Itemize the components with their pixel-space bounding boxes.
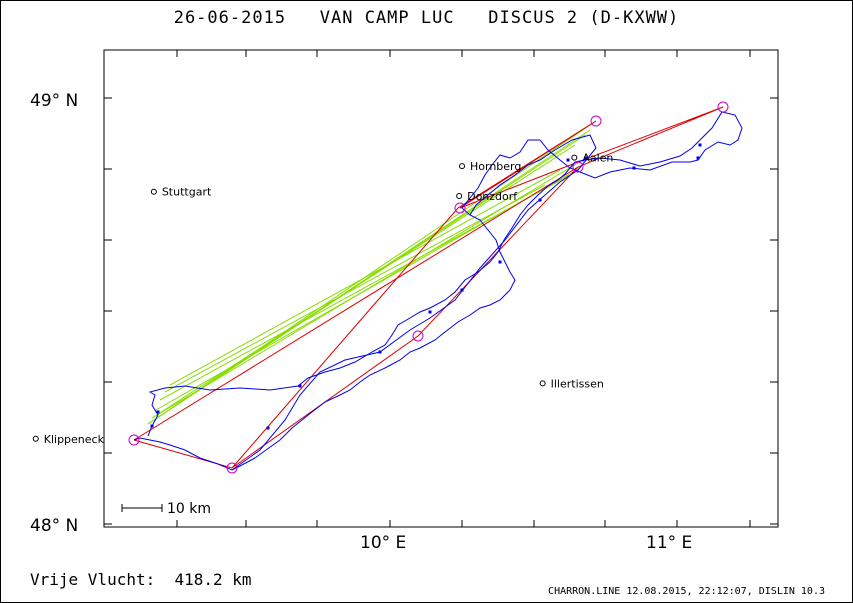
- track-fix-marker: [378, 350, 382, 354]
- turnpoint-circle: [412, 330, 424, 342]
- free-flight-distance: Vrije Vlucht: 418.2 km: [30, 570, 252, 589]
- thermal-leg-line: [159, 174, 571, 401]
- place-marker: [459, 163, 465, 170]
- track-fix-marker: [428, 310, 432, 314]
- axis-ticks: [103, 50, 779, 527]
- thermal-leg-line: [169, 169, 561, 386]
- track-fix-marker: [698, 143, 702, 147]
- turnpoint-circle: [572, 161, 584, 173]
- turnpoint-circle: [128, 434, 140, 446]
- turnpoint-circle: [590, 115, 602, 127]
- place-label: Klippeneck: [44, 433, 105, 446]
- track-fix-marker: [584, 156, 588, 160]
- lon-label-11: 11° E: [646, 533, 692, 553]
- track-fix-marker: [632, 166, 636, 170]
- place-marker: [32, 435, 39, 442]
- lat-label-49: 49° N: [30, 91, 78, 111]
- task-route-diagonal: [133, 166, 579, 441]
- place-label: Donzdorf: [467, 190, 518, 203]
- thermal-leg-line: [164, 184, 546, 393]
- track-fix-marker: [460, 288, 464, 292]
- track-fix-marker: [298, 384, 302, 388]
- track-fix-marker: [696, 156, 700, 160]
- turnpoint-circle: [226, 462, 238, 474]
- gps-track-2: [231, 134, 597, 471]
- place-markers: Stuttgart Hornberg Donzdorf Aalen Illertisse…: [32, 152, 613, 446]
- place-label: Stuttgart: [162, 186, 212, 199]
- place-label: Illertissen: [551, 377, 604, 390]
- place-marker: [456, 192, 463, 199]
- place-label: Hornberg: [470, 160, 521, 173]
- turnpoint-circle: [454, 202, 466, 214]
- flight-title: 26-06-2015 VAN CAMP LUC DISCUS 2 (D-KXWW…: [173, 8, 680, 28]
- track-fix-marker: [566, 158, 570, 162]
- place-marker: [150, 188, 157, 195]
- plot-frame: [103, 49, 779, 528]
- scale-bar: 10 km: [121, 501, 211, 517]
- track-fix-marker: [538, 198, 542, 202]
- track-fix-marker: [156, 410, 160, 414]
- track-fix-marker: [150, 424, 154, 428]
- track-fix-marker: [498, 260, 502, 264]
- place-label: Aalen: [582, 152, 613, 165]
- scale-label: 10 km: [167, 501, 211, 517]
- thermal-leg-line: [151, 144, 576, 419]
- lat-label-48: 48° N: [30, 516, 78, 536]
- credits-line: CHARRON.LINE 12.08.2015, 22:12:07, DISLI…: [548, 586, 825, 597]
- gps-track: [133, 111, 743, 471]
- task-route: [133, 106, 724, 469]
- thermal-leg-line: [147, 122, 594, 425]
- flight-tracks: [128, 101, 743, 474]
- place-marker: [571, 154, 578, 161]
- track-fix-marker: [266, 426, 270, 430]
- place-marker: [539, 380, 546, 387]
- turnpoint-circle: [717, 101, 729, 113]
- lon-label-10: 10° E: [360, 533, 406, 553]
